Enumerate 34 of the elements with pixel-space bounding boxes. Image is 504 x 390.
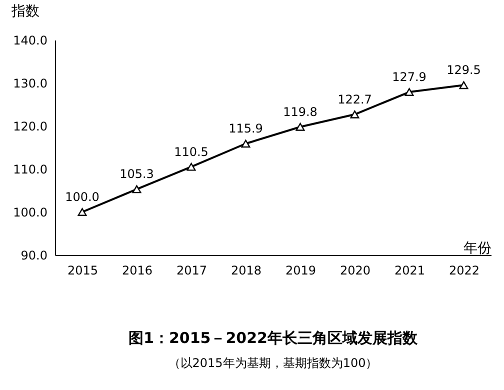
y-tick-label: 90.0: [20, 248, 48, 262]
point: [459, 81, 468, 90]
x-tick-label: 2021: [394, 264, 426, 278]
x-tick-label: 2020: [340, 264, 371, 278]
y-tick-label: 100.0: [13, 206, 48, 220]
data-label: 122.7: [338, 92, 372, 106]
x-tick-label: 2019: [285, 264, 316, 278]
y-axis-title: 指数: [10, 4, 40, 20]
y-tick-label: 110.0: [13, 162, 48, 176]
data-label: 129.5: [446, 63, 481, 78]
point: [404, 88, 414, 96]
x-tick-label: 2015: [67, 264, 98, 278]
data-label: 127.9: [392, 70, 426, 84]
x-tick-label: 2016: [122, 264, 153, 278]
point: [186, 162, 196, 171]
x-axis-title: 年份: [464, 240, 492, 256]
point: [78, 208, 87, 216]
data-label: 119.8: [283, 104, 318, 119]
text: （以2015年为基期，基期指数为100）: [168, 356, 378, 370]
point: [132, 185, 142, 194]
x-tick-label: 2017: [176, 264, 208, 278]
data-label: 115.9: [228, 122, 263, 136]
y-tick-label: 130.0: [13, 76, 48, 90]
point: [350, 110, 360, 118]
point: [241, 140, 250, 148]
data-label: 100.0: [65, 190, 100, 204]
y-tick-label: 120.0: [13, 120, 48, 134]
text: 图1：2015－2022年长三角区域发展指数: [128, 329, 418, 347]
x-tick-label: 2022: [448, 264, 480, 278]
x-tick-label: 2018: [230, 264, 262, 278]
data-label: 110.5: [174, 144, 208, 159]
data-label: 105.3: [120, 167, 154, 182]
point: [296, 122, 305, 131]
y-tick-label: 140.0: [13, 34, 48, 48]
